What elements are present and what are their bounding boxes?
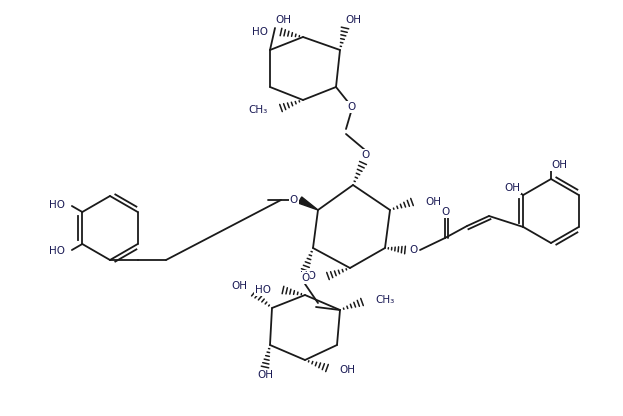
Text: OH: OH [257, 370, 273, 380]
Text: O: O [290, 195, 298, 205]
Text: O: O [347, 102, 355, 112]
Text: OH: OH [551, 160, 567, 170]
Text: O: O [409, 245, 417, 255]
Text: O: O [301, 273, 309, 283]
Text: HO: HO [252, 27, 268, 37]
Text: HO: HO [49, 246, 65, 256]
Text: OH: OH [275, 15, 291, 25]
Text: OH: OH [339, 365, 355, 375]
Text: OH: OH [345, 15, 361, 25]
Text: CH₃: CH₃ [249, 105, 268, 115]
Text: O: O [441, 207, 449, 217]
Text: HO: HO [49, 200, 65, 210]
Text: O: O [361, 150, 369, 160]
Text: CH₃: CH₃ [375, 295, 394, 305]
Text: OH: OH [231, 281, 247, 291]
Text: HO: HO [300, 271, 316, 281]
Text: OH: OH [425, 197, 441, 207]
Text: OH: OH [504, 183, 520, 193]
Polygon shape [298, 197, 318, 210]
Text: HO: HO [255, 285, 271, 295]
